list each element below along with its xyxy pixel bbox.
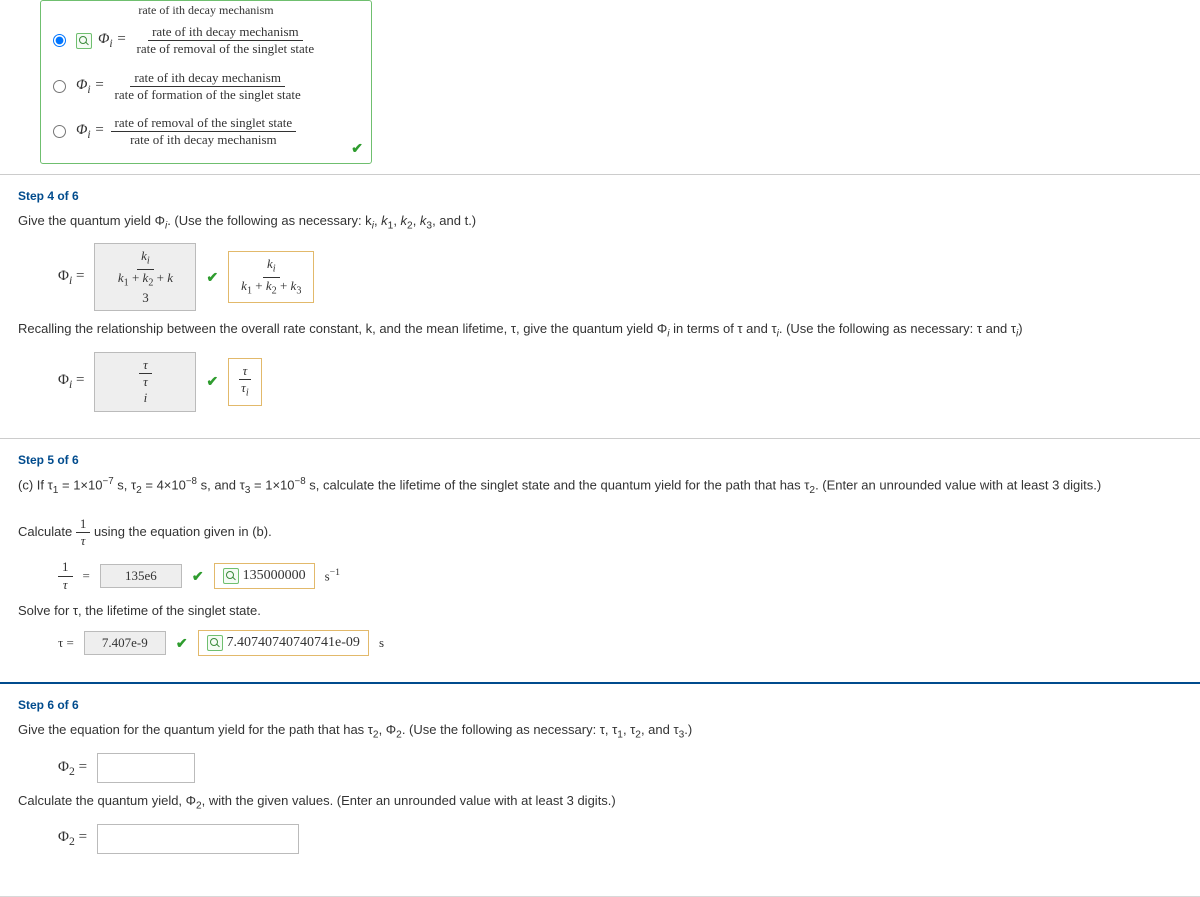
mc3-num: rate of removal of the singlet state — [111, 115, 297, 132]
mc-radio-2[interactable] — [53, 80, 66, 93]
mc-option-2[interactable]: Φi = rate of ith decay mechanism rate of… — [51, 64, 361, 110]
step5-sol2-unit: s — [379, 635, 384, 651]
mc-option-3[interactable]: Φi = rate of removal of the singlet stat… — [51, 109, 361, 155]
step4-instruction-2: Recalling the relationship between the o… — [18, 319, 1182, 342]
multiple-choice-box: rate of ith decay mechanism Φi = rate of… — [40, 0, 372, 164]
phi-i-equals-2: Φi = — [58, 372, 84, 391]
mc3-den: rate of ith decay mechanism — [126, 132, 281, 148]
tau-equals: τ = — [58, 635, 74, 651]
step6-input-1[interactable] — [97, 753, 195, 783]
step6-answer-row-2: Φ2 = — [58, 824, 1182, 854]
step4-solution-1: ki k1 + k2 + k3 — [228, 251, 314, 303]
mc1-num: rate of ith decay mechanism — [148, 24, 303, 41]
phi-i-equals: Φi = — [58, 268, 84, 287]
step-5-section: Step 5 of 6 (c) If τ1 = 1×10−7 s, τ2 = 4… — [0, 438, 1200, 683]
step-5-label: Step 5 of 6 — [18, 453, 1182, 467]
step5-input-1[interactable]: 135e6 — [100, 564, 182, 588]
check-icon: ✔ — [192, 568, 204, 585]
mc-radio-1[interactable] — [53, 34, 66, 47]
step5-sol1-unit: s−1 — [325, 567, 340, 584]
mc-partial-row: rate of ith decay mechanism — [51, 3, 361, 18]
check-icon: ✔ — [206, 373, 218, 390]
step6-input-2[interactable] — [97, 824, 299, 854]
step5-answer-row-2: τ = 7.407e-9 ✔ 7.40740740740741e-09 s — [58, 630, 1182, 656]
mc2-den: rate of formation of the singlet state — [111, 87, 305, 103]
step5-part-c: (c) If τ1 = 1×10−7 s, τ2 = 4×10−8 s, and… — [18, 475, 1182, 498]
step5-solution-2: 7.40740740740741e-09 — [198, 630, 369, 656]
magnify-icon[interactable] — [223, 568, 239, 584]
phi-2-equals-2: Φ2 = — [58, 829, 87, 848]
step5-solve-line: Solve for τ, the lifetime of the singlet… — [18, 601, 1182, 621]
magnify-icon[interactable] — [76, 33, 92, 49]
step5-solution-1: 135000000 — [214, 563, 315, 589]
step-4-section: Step 4 of 6 Give the quantum yield Φi. (… — [0, 174, 1200, 438]
step5-input-2[interactable]: 7.407e-9 — [84, 631, 166, 655]
step4-answer-row-2: Φi = τ τ i ✔ τ τi — [58, 352, 1182, 412]
mc2-num: rate of ith decay mechanism — [130, 70, 285, 87]
magnify-icon[interactable] — [207, 635, 223, 651]
check-icon: ✔ — [176, 635, 188, 652]
step4-solution-2: τ τi — [228, 358, 261, 406]
step5-answer-row-1: 1τ = 135e6 ✔ 135000000 s−1 — [58, 559, 1182, 593]
step4-input-2[interactable]: τ τ i — [94, 352, 196, 412]
step-6-label: Step 6 of 6 — [18, 698, 1182, 712]
step-4-label: Step 4 of 6 — [18, 189, 1182, 203]
one-over-tau: 1τ — [58, 559, 73, 593]
step6-instruction-2: Calculate the quantum yield, Φ2, with th… — [18, 791, 1182, 814]
step6-answer-row-1: Φ2 = — [58, 753, 1182, 783]
multiple-choice-region: rate of ith decay mechanism Φi = rate of… — [0, 0, 1200, 174]
check-icon: ✔ — [206, 269, 218, 286]
step4-answer-row-1: Φi = ki k1 + k2 + k 3 ✔ ki k1 + k2 + k3 — [58, 243, 1182, 311]
mc-radio-3[interactable] — [53, 125, 66, 138]
mc-option-1[interactable]: Φi = rate of ith decay mechanism rate of… — [51, 18, 361, 64]
step-6-section: Step 6 of 6 Give the equation for the qu… — [0, 682, 1200, 880]
phi-2-equals: Φ2 = — [58, 759, 87, 778]
mc1-den: rate of removal of the singlet state — [133, 41, 319, 57]
step6-instruction-1: Give the equation for the quantum yield … — [18, 720, 1182, 743]
step4-input-1[interactable]: ki k1 + k2 + k 3 — [94, 243, 196, 311]
step4-instruction-1: Give the quantum yield Φi. (Use the foll… — [18, 211, 1182, 234]
check-icon: ✔ — [351, 140, 363, 157]
step5-calc-line: Calculate 1τ using the equation given in… — [18, 516, 1182, 550]
